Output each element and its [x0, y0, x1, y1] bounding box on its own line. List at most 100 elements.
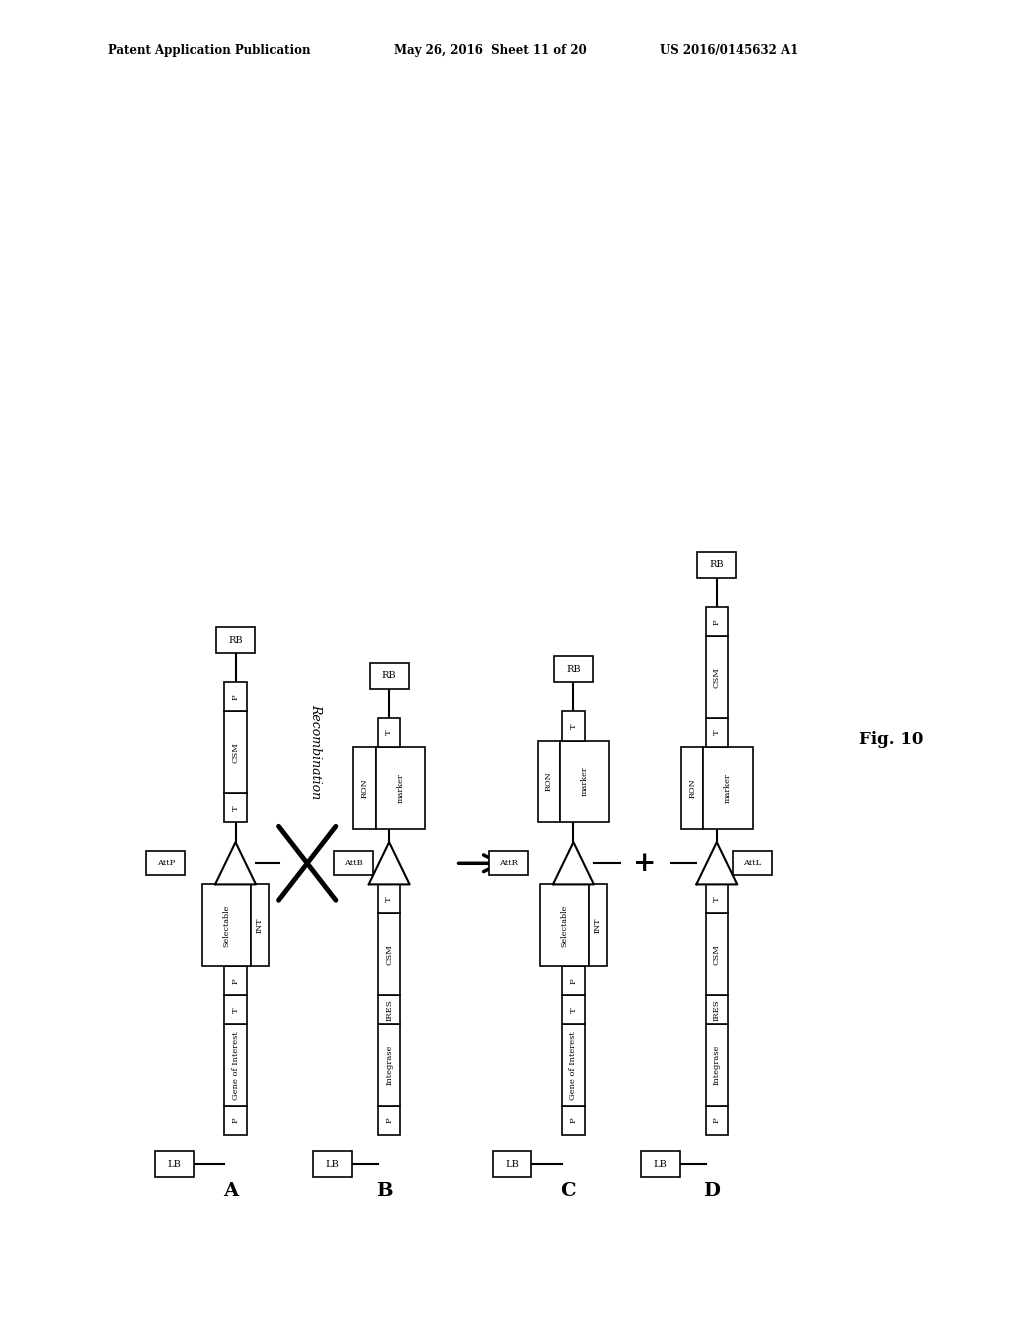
Text: Gene of Interest: Gene of Interest [569, 1031, 578, 1100]
Text: P: P [231, 1118, 240, 1123]
Bar [641, 1151, 680, 1177]
Text: RB: RB [382, 672, 396, 680]
Text: May 26, 2016  Sheet 11 of 20: May 26, 2016 Sheet 11 of 20 [394, 44, 587, 57]
Bar [334, 851, 373, 875]
Bar [540, 884, 589, 966]
Polygon shape [553, 842, 594, 884]
Text: RON: RON [360, 779, 369, 797]
Bar [562, 1024, 585, 1106]
Text: P: P [713, 619, 721, 624]
Bar [681, 747, 703, 829]
Text: P: P [385, 1118, 393, 1123]
Text: RON: RON [545, 772, 553, 791]
Text: AttR: AttR [500, 859, 518, 867]
Text: RB: RB [228, 636, 243, 644]
Polygon shape [696, 842, 737, 884]
Bar [706, 913, 728, 995]
Bar [562, 1106, 585, 1135]
Text: P: P [569, 978, 578, 983]
Bar [378, 1106, 400, 1135]
Text: Integrase: Integrase [713, 1045, 721, 1085]
Text: INT: INT [256, 917, 264, 933]
Text: INT: INT [594, 917, 602, 933]
Text: P: P [231, 694, 240, 700]
Text: T: T [713, 896, 721, 902]
Text: LB: LB [505, 1160, 519, 1168]
Bar [378, 913, 400, 995]
Text: Integrase: Integrase [385, 1045, 393, 1085]
Text: marker: marker [581, 767, 589, 796]
Text: marker: marker [396, 774, 404, 803]
Text: IRES: IRES [385, 999, 393, 1020]
Bar [224, 1024, 247, 1106]
Bar [378, 995, 400, 1024]
Text: RON: RON [688, 779, 696, 797]
Bar [224, 682, 247, 711]
Bar [562, 995, 585, 1024]
Bar [706, 636, 728, 718]
Bar [538, 741, 560, 822]
Text: T: T [569, 1007, 578, 1012]
Bar [370, 663, 409, 689]
Bar [697, 552, 736, 578]
Bar [562, 966, 585, 995]
Text: LB: LB [167, 1160, 181, 1168]
Bar [706, 1106, 728, 1135]
Text: D: D [703, 1181, 720, 1200]
Text: T: T [713, 730, 721, 735]
Bar [589, 884, 607, 966]
Bar [706, 1024, 728, 1106]
Bar [224, 711, 247, 793]
Bar [224, 793, 247, 822]
Text: Selectable: Selectable [560, 904, 568, 946]
Bar [733, 851, 772, 875]
Text: RB: RB [710, 561, 724, 569]
Text: Selectable: Selectable [222, 904, 230, 946]
Bar [202, 884, 251, 966]
Bar [146, 851, 185, 875]
Bar [378, 884, 400, 913]
Polygon shape [215, 842, 256, 884]
Text: AttL: AttL [743, 859, 762, 867]
Text: P: P [231, 978, 240, 983]
Text: B: B [376, 1181, 392, 1200]
Bar [155, 1151, 194, 1177]
Text: T: T [385, 730, 393, 735]
Bar [216, 627, 255, 653]
Text: IRES: IRES [713, 999, 721, 1020]
Text: US 2016/0145632 A1: US 2016/0145632 A1 [660, 44, 799, 57]
Text: P: P [569, 1118, 578, 1123]
Text: CSM: CSM [713, 667, 721, 688]
Bar [560, 741, 609, 822]
Text: CSM: CSM [385, 944, 393, 965]
Text: marker: marker [724, 774, 732, 803]
Text: CSM: CSM [231, 742, 240, 763]
Text: LB: LB [326, 1160, 340, 1168]
Text: A: A [223, 1181, 238, 1200]
Text: T: T [231, 1007, 240, 1012]
Text: T: T [231, 805, 240, 810]
Text: P: P [713, 1118, 721, 1123]
Bar [493, 1151, 531, 1177]
Text: Gene of Interest: Gene of Interest [231, 1031, 240, 1100]
Text: AttP: AttP [157, 859, 175, 867]
Bar [706, 718, 728, 747]
Text: CSM: CSM [713, 944, 721, 965]
Bar [224, 966, 247, 995]
Text: Recombination: Recombination [309, 704, 322, 799]
Bar [353, 747, 376, 829]
Bar [706, 995, 728, 1024]
Bar [489, 851, 528, 875]
Text: LB: LB [653, 1160, 668, 1168]
Bar [313, 1151, 352, 1177]
Bar [562, 711, 585, 741]
Text: Patent Application Publication: Patent Application Publication [108, 44, 310, 57]
Bar [378, 718, 400, 747]
Text: +: + [634, 850, 656, 876]
Text: T: T [385, 896, 393, 902]
Text: AttB: AttB [344, 859, 362, 867]
Bar [378, 1024, 400, 1106]
Bar [703, 747, 753, 829]
Bar [706, 607, 728, 636]
Text: C: C [560, 1181, 577, 1200]
